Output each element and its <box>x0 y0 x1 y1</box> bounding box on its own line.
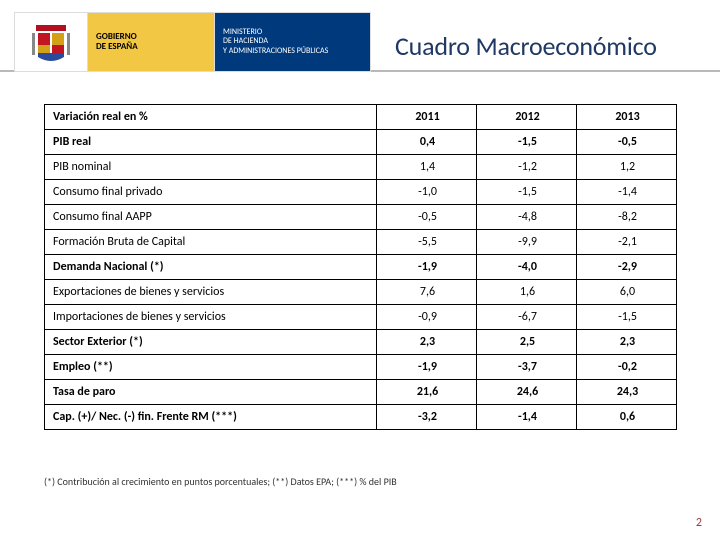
table-row: PIB nominal1,4-1,21,2 <box>45 155 677 180</box>
row-value: -1,0 <box>377 180 477 205</box>
row-value: -1,9 <box>377 355 477 380</box>
table-row: Importaciones de bienes y servicios-0,9-… <box>45 305 677 330</box>
row-value: -3,2 <box>377 405 477 430</box>
table-row: Sector Exterior (*)2,32,52,3 <box>45 330 677 355</box>
row-value: 2,3 <box>377 330 477 355</box>
row-label: Consumo final privado <box>45 180 377 205</box>
row-value: 24,3 <box>577 380 677 405</box>
row-value: -1,5 <box>477 130 577 155</box>
row-value: 1,4 <box>377 155 477 180</box>
gov-line2: DE ESPAÑA <box>96 42 206 52</box>
row-value: -1,4 <box>477 405 577 430</box>
government-name: GOBIERNO DE ESPAÑA <box>88 13 215 71</box>
row-value: -8,2 <box>577 205 677 230</box>
row-value: -2,1 <box>577 230 677 255</box>
page-title: Cuadro Macroeconómico <box>395 30 708 62</box>
row-label: Importaciones de bienes y servicios <box>45 305 377 330</box>
row-value: 6,0 <box>577 280 677 305</box>
col-header-year-1: 2012 <box>477 105 577 130</box>
row-label: PIB real <box>45 130 377 155</box>
row-value: 7,6 <box>377 280 477 305</box>
row-value: -3,7 <box>477 355 577 380</box>
table-row: Formación Bruta de Capital-5,5-9,9-2,1 <box>45 230 677 255</box>
row-label: Exportaciones de bienes y servicios <box>45 280 377 305</box>
row-value: 2,5 <box>477 330 577 355</box>
row-label: Sector Exterior (*) <box>45 330 377 355</box>
table-row: Cap. (+)/ Nec. (-) fin. Frente RM (***)-… <box>45 405 677 430</box>
government-logo-block: GOBIERNO DE ESPAÑA MINISTERIO DE HACIEND… <box>14 12 371 72</box>
table-row: Consumo final privado-1,0-1,5-1,4 <box>45 180 677 205</box>
table-row: Demanda Nacional (*)-1,9-4,0-2,9 <box>45 255 677 280</box>
row-value: -9,9 <box>477 230 577 255</box>
row-value: -0,5 <box>577 130 677 155</box>
macro-table: Variación real en % 2011 2012 2013 PIB r… <box>44 104 677 430</box>
row-label: Tasa de paro <box>45 380 377 405</box>
page-number: 2 <box>696 516 702 530</box>
row-value: -1,5 <box>577 305 677 330</box>
col-header-year-0: 2011 <box>377 105 477 130</box>
row-value: 24,6 <box>477 380 577 405</box>
row-value: -1,5 <box>477 180 577 205</box>
row-label: Consumo final AAPP <box>45 205 377 230</box>
row-value: -1,4 <box>577 180 677 205</box>
row-label: Formación Bruta de Capital <box>45 230 377 255</box>
col-header-year-2: 2013 <box>577 105 677 130</box>
row-value: -1,2 <box>477 155 577 180</box>
row-value: 2,3 <box>577 330 677 355</box>
table-header-row: Variación real en % 2011 2012 2013 <box>45 105 677 130</box>
table-row: Exportaciones de bienes y servicios7,61,… <box>45 280 677 305</box>
table-row: Empleo (**)-1,9-3,7-0,2 <box>45 355 677 380</box>
table-row: Consumo final AAPP-0,5-4,8-8,2 <box>45 205 677 230</box>
row-value: -4,0 <box>477 255 577 280</box>
table-row: PIB real0,4-1,5-0,5 <box>45 130 677 155</box>
row-label: Demanda Nacional (*) <box>45 255 377 280</box>
row-value: 21,6 <box>377 380 477 405</box>
macro-table-container: Variación real en % 2011 2012 2013 PIB r… <box>44 104 676 430</box>
ministry-line3: Y ADMINISTRACIONES PÚBLICAS <box>223 47 362 57</box>
col-header-label: Variación real en % <box>45 105 377 130</box>
coat-of-arms-icon <box>15 13 88 71</box>
table-footnote: (*) Contribución al crecimiento en punto… <box>44 475 397 488</box>
row-value: -5,5 <box>377 230 477 255</box>
row-value: -1,9 <box>377 255 477 280</box>
table-row: Tasa de paro21,624,624,3 <box>45 380 677 405</box>
row-value: 1,6 <box>477 280 577 305</box>
row-value: -6,7 <box>477 305 577 330</box>
row-value: -0,5 <box>377 205 477 230</box>
row-value: 0,4 <box>377 130 477 155</box>
row-value: 1,2 <box>577 155 677 180</box>
row-value: -0,9 <box>377 305 477 330</box>
row-value: -0,2 <box>577 355 677 380</box>
row-label: Empleo (**) <box>45 355 377 380</box>
row-label: PIB nominal <box>45 155 377 180</box>
row-value: -4,8 <box>477 205 577 230</box>
ministry-name: MINISTERIO DE HACIENDA Y ADMINISTRACIONE… <box>215 13 370 71</box>
row-value: 0,6 <box>577 405 677 430</box>
row-label: Cap. (+)/ Nec. (-) fin. Frente RM (***) <box>45 405 377 430</box>
row-value: -2,9 <box>577 255 677 280</box>
